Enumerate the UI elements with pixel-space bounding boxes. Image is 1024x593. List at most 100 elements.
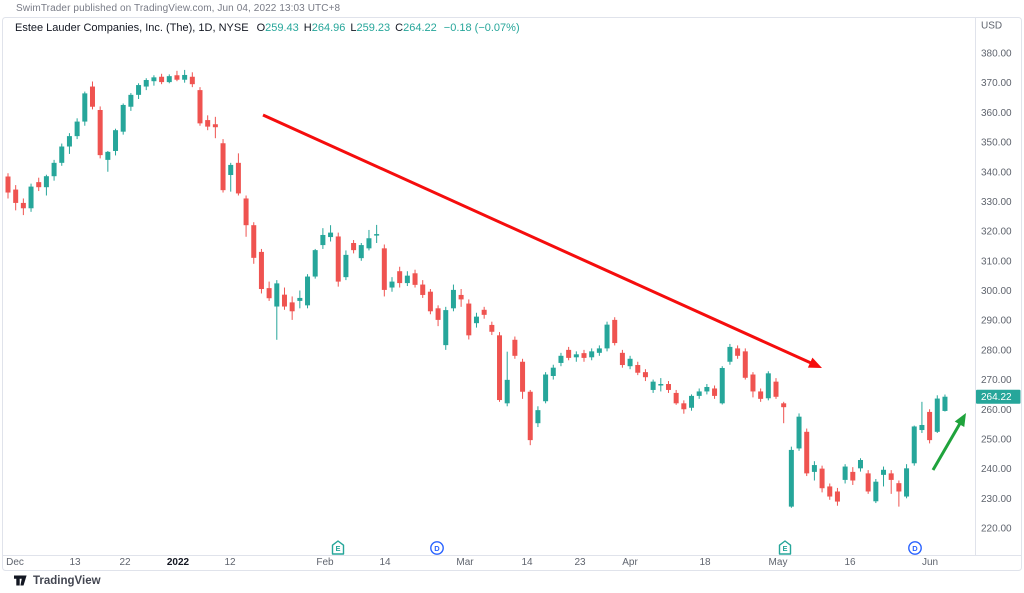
candle-body-up [650, 381, 656, 390]
time-tick-label: 18 [699, 557, 711, 568]
candle-body-up [28, 186, 34, 209]
candle-body-down [712, 388, 718, 396]
price-tick-label: 350.00 [981, 138, 1012, 149]
candle-body-down [381, 248, 387, 290]
dividend-marker-icon[interactable]: D [908, 541, 922, 555]
time-tick-label: Dec [6, 557, 24, 568]
candle-body-up [550, 367, 556, 376]
candle-body-up [320, 234, 326, 246]
price-tick-label: 240.00 [981, 464, 1012, 475]
candle-body-up [796, 416, 802, 449]
candle-body-up [596, 348, 602, 353]
candle-body-down [665, 384, 671, 390]
candle-body-up [811, 465, 817, 472]
candle-body-down [159, 76, 165, 83]
candle-body-down [781, 403, 787, 408]
candle-body-down [435, 308, 441, 320]
candle-body-up [589, 351, 595, 358]
candle-body-down [481, 309, 487, 315]
candle-body-down [635, 365, 641, 373]
candle-body-up [404, 275, 410, 284]
price-tick-label: 260.00 [981, 405, 1012, 416]
candle-body-up [297, 297, 303, 301]
candle-body-up [343, 254, 349, 278]
candle-body-up [558, 355, 564, 363]
candle-body-down [189, 76, 195, 85]
legend-ohlc-item: C264.22 [395, 22, 437, 34]
candle-body-up [312, 250, 318, 277]
candle-body-down [5, 176, 11, 193]
symbol-title[interactable]: Estee Lauder Companies, Inc. (The), 1D, … [15, 22, 249, 34]
attribution-text: SwimTrader published on TradingView.com,… [16, 3, 341, 14]
price-tick-label: 340.00 [981, 167, 1012, 178]
time-tick-label: 2022 [167, 557, 190, 568]
candle-body-down [735, 348, 741, 356]
candle-body-down [804, 431, 810, 474]
uptrend-arrow-line [931, 417, 965, 471]
candle-body-up [82, 93, 88, 122]
time-tick-label: 14 [379, 557, 391, 568]
candlestick-series[interactable] [5, 69, 948, 508]
candle-body-down [412, 273, 418, 285]
candle-body-up [166, 76, 172, 83]
time-tick-label: 23 [574, 557, 586, 568]
dividend-marker-icon[interactable]: D [430, 541, 444, 555]
candle-body-up [66, 136, 72, 147]
symbol-legend: Estee Lauder Companies, Inc. (The), 1D, … [15, 22, 520, 34]
candle-body-up [704, 386, 710, 392]
footer-brand[interactable]: TradingView [13, 573, 101, 588]
candle-body-down [220, 143, 226, 191]
candle-body-up [358, 245, 364, 259]
candle-body-down [281, 294, 287, 307]
candle-body-up [74, 121, 80, 137]
price-tick-label: 320.00 [981, 227, 1012, 238]
candle-body-down [750, 374, 756, 392]
candle-body-up [328, 232, 334, 238]
candle-body-up [113, 130, 119, 151]
downtrend-arrow[interactable] [262, 113, 822, 368]
candle-body-down [834, 491, 840, 502]
candle-body-up [543, 374, 549, 402]
candle-body-down [335, 236, 341, 282]
price-axis[interactable]: USD 380.00 370.00 360.00 350.00 340.00 330.00 3… [981, 21, 1012, 535]
price-tick-label: 380.00 [981, 49, 1012, 60]
price-tick-label: 220.00 [981, 524, 1012, 535]
candle-body-down [13, 189, 19, 203]
price-axis-currency: USD [981, 21, 1002, 32]
candle-body-down [642, 372, 648, 378]
price-tick-label: 360.00 [981, 108, 1012, 119]
price-tick-label: 270.00 [981, 375, 1012, 386]
candle-body-down [489, 324, 495, 332]
downtrend-arrow-line [262, 113, 818, 367]
candle-body-up [719, 367, 725, 404]
candle-body-up [504, 379, 510, 404]
uptrend-arrow[interactable] [931, 413, 966, 471]
footer-brand-label: TradingView [33, 574, 101, 587]
candle-body-down [742, 351, 748, 378]
candle-body-down [251, 225, 257, 258]
time-tick-label: 16 [844, 557, 856, 568]
time-tick-label: 14 [521, 557, 533, 568]
candle-body-up [934, 398, 940, 432]
candle-body-up [305, 276, 311, 306]
candle-body-down [612, 319, 618, 344]
price-tick-label: 330.00 [981, 197, 1012, 208]
price-tick-label: 310.00 [981, 256, 1012, 267]
candle-body-up [43, 176, 49, 188]
legend-change: −0.18 (−0.07%) [443, 22, 520, 34]
marker-letter: D [434, 544, 440, 553]
candle-body-down [512, 339, 518, 356]
earnings-marker-icon[interactable]: E [778, 540, 792, 555]
candle-body-down [266, 288, 272, 299]
time-axis[interactable]: Dec 13 22 2022 12 Feb 14 Mar 14 23 Apr 18 May 16 Jun [6, 557, 938, 568]
legend-ohlc-item: O259.43 [256, 22, 299, 34]
earnings-marker-icon[interactable]: E [331, 540, 345, 555]
candle-body-up [911, 426, 917, 464]
candle-body-up [366, 238, 372, 249]
candle-body-down [205, 120, 211, 127]
candle-body-up [627, 358, 633, 367]
candle-body-up [881, 469, 887, 475]
candle-body-up [727, 346, 733, 362]
marker-letter: D [912, 544, 918, 553]
